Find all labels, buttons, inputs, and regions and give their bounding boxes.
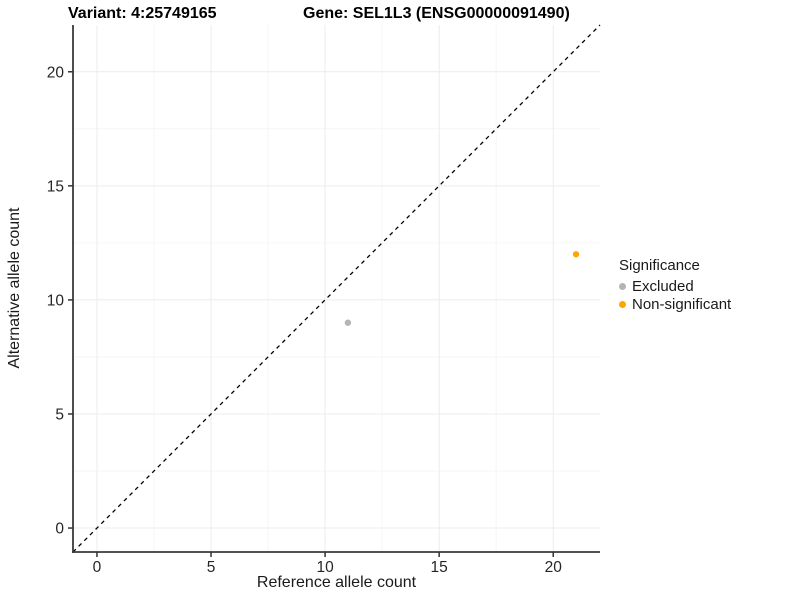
x-tick-label: 20	[545, 559, 563, 576]
legend-item-label: Excluded	[632, 277, 694, 295]
plot-title-variant: Variant: 4:25749165	[68, 5, 217, 22]
legend-title: Significance	[619, 257, 700, 274]
y-tick-label: 5	[55, 406, 64, 423]
identity-line	[72, 24, 601, 553]
legend-item-excluded: Excluded	[619, 277, 731, 295]
excluded-dot-icon	[619, 282, 626, 290]
legend: Significance Excluded Non-significant	[619, 257, 731, 313]
x-tick-label: 5	[207, 559, 216, 576]
data-point-non-significant	[572, 251, 580, 258]
y-tick-label: 20	[47, 64, 65, 81]
non-significant-dot-icon	[619, 300, 626, 308]
x-tick-label: 0	[93, 559, 102, 576]
y-tick-label: 0	[55, 521, 64, 538]
x-tick-label: 15	[431, 559, 448, 576]
legend-item-label: Non-significant	[632, 295, 732, 313]
y-tick-label: 15	[47, 178, 64, 195]
x-tick-label: 10	[316, 559, 334, 576]
plot-title-gene: Gene: SEL1L3 (ENSG00000091490)	[303, 5, 570, 22]
legend-item-non-significant: Non-significant	[619, 295, 731, 313]
y-tick-label: 10	[47, 292, 65, 309]
x-axis-label: Reference allele count	[256, 574, 417, 591]
data-point-excluded	[344, 319, 352, 326]
y-axis-label: Alternative allele count	[6, 207, 23, 369]
